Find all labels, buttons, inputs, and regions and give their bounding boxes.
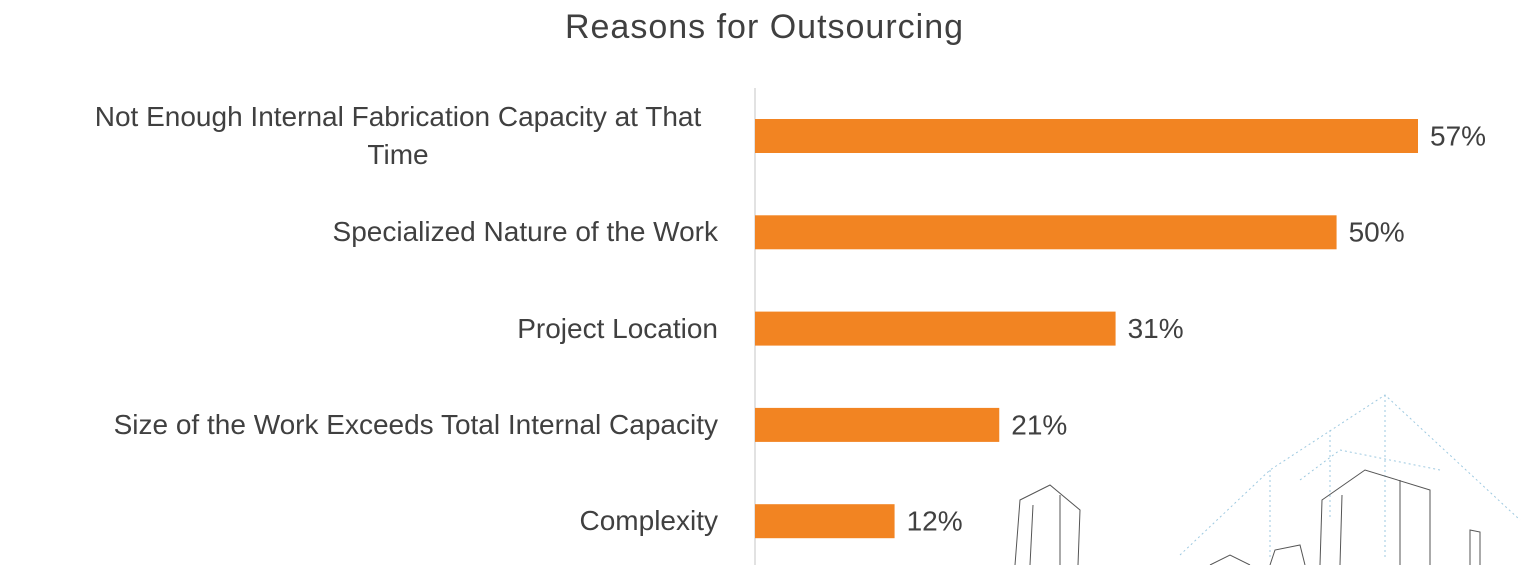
- value-label: 21%: [1011, 409, 1067, 440]
- building-sketch: [1014, 469, 1481, 565]
- bar: [755, 215, 1337, 250]
- chart-title: Reasons for Outsourcing: [564, 8, 965, 46]
- bar: [755, 407, 1000, 442]
- category-label: Not Enough Internal Fabrication Capacity…: [94, 101, 702, 170]
- bar: [755, 311, 1116, 346]
- value-label: 12%: [907, 506, 963, 537]
- category-label: Specialized Nature of the Work: [332, 216, 718, 248]
- category-label: Size of the Work Exceeds Total Internal …: [113, 408, 718, 440]
- value-label: 31%: [1128, 313, 1184, 344]
- decoration: [1179, 394, 1521, 560]
- category-label: Project Location: [517, 312, 718, 344]
- value-label: 57%: [1430, 120, 1486, 151]
- category-label: Complexity: [579, 505, 718, 537]
- bar: [755, 504, 895, 539]
- value-label: 50%: [1349, 217, 1405, 248]
- bar: [755, 119, 1418, 153]
